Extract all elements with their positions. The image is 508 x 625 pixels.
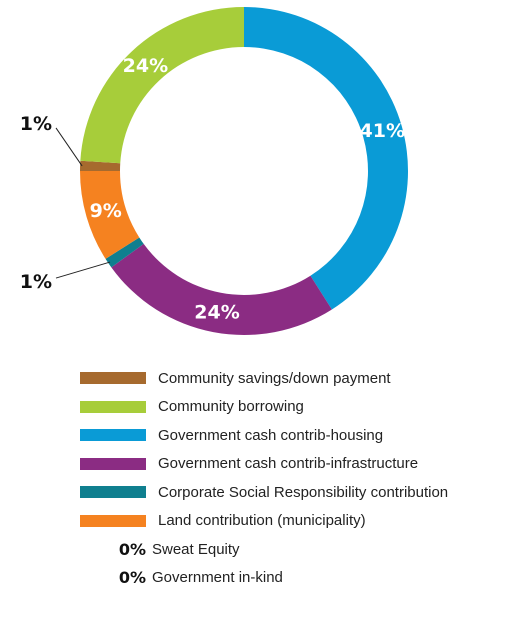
legend-label: Government cash contrib-housing [158,426,384,444]
slice-value-label-5: 24% [123,55,168,77]
legend-label: Land contribution (municipality) [158,512,366,530]
legend-swatch [80,372,146,385]
donut-slice-1 [111,243,332,336]
callout-value-label-2: 1% [20,271,52,293]
slice-value-label-1: 24% [194,301,239,323]
donut-slice-2 [105,237,144,268]
callout-line-2 [55,261,111,279]
donut-slice-0 [244,7,408,310]
legend-item-land-contribution: Land contribution (municipality) [80,507,508,536]
callout-line-4 [55,127,83,167]
legend-swatch [80,400,146,413]
slice-value-label-0: 41% [360,120,405,142]
legend-label: Community savings/down payment [158,369,391,387]
donut-callouts: 1% 1% [20,113,111,293]
donut-slices [80,7,408,336]
legend-item-csr-contribution: Corporate Social Responsibility contribu… [80,478,508,507]
donut-slice-4 [80,160,121,171]
legend-item-sweat-equity: 0% Sweat Equity [80,535,508,564]
legend-zero-value: 0% [118,539,146,559]
donut-chart-svg: 41% 24% 9% 24% 1% 1% [20,7,408,336]
legend-swatch [80,514,146,527]
legend-label: Government in-kind [152,569,283,587]
legend-swatch [80,486,146,499]
legend-swatch [80,429,146,442]
donut-slice-3 [80,171,140,259]
legend-label: Sweat Equity [152,540,240,558]
legend-zero-value: 0% [118,568,146,588]
slice-value-label-3: 9% [90,200,122,222]
legend-item-gov-cash-infrastructure: Government cash contrib-infrastructure [80,450,508,479]
legend-item-government-in-kind: 0% Government in-kind [80,564,508,593]
legend: Community savings/down payment Community… [80,364,508,592]
callout-value-label-4: 1% [20,113,52,135]
legend-label: Government cash contrib-infrastructure [158,455,419,473]
legend-item-community-savings: Community savings/down payment [80,364,508,393]
donut-labels: 41% 24% 9% 24% [90,55,405,323]
legend-item-community-borrowing: Community borrowing [80,393,508,422]
legend-label: Corporate Social Responsibility contribu… [158,483,449,501]
legend-item-gov-cash-housing: Government cash contrib-housing [80,421,508,450]
legend-label: Community borrowing [158,398,304,416]
legend-swatch [80,457,146,470]
donut-slice-5 [80,7,245,164]
